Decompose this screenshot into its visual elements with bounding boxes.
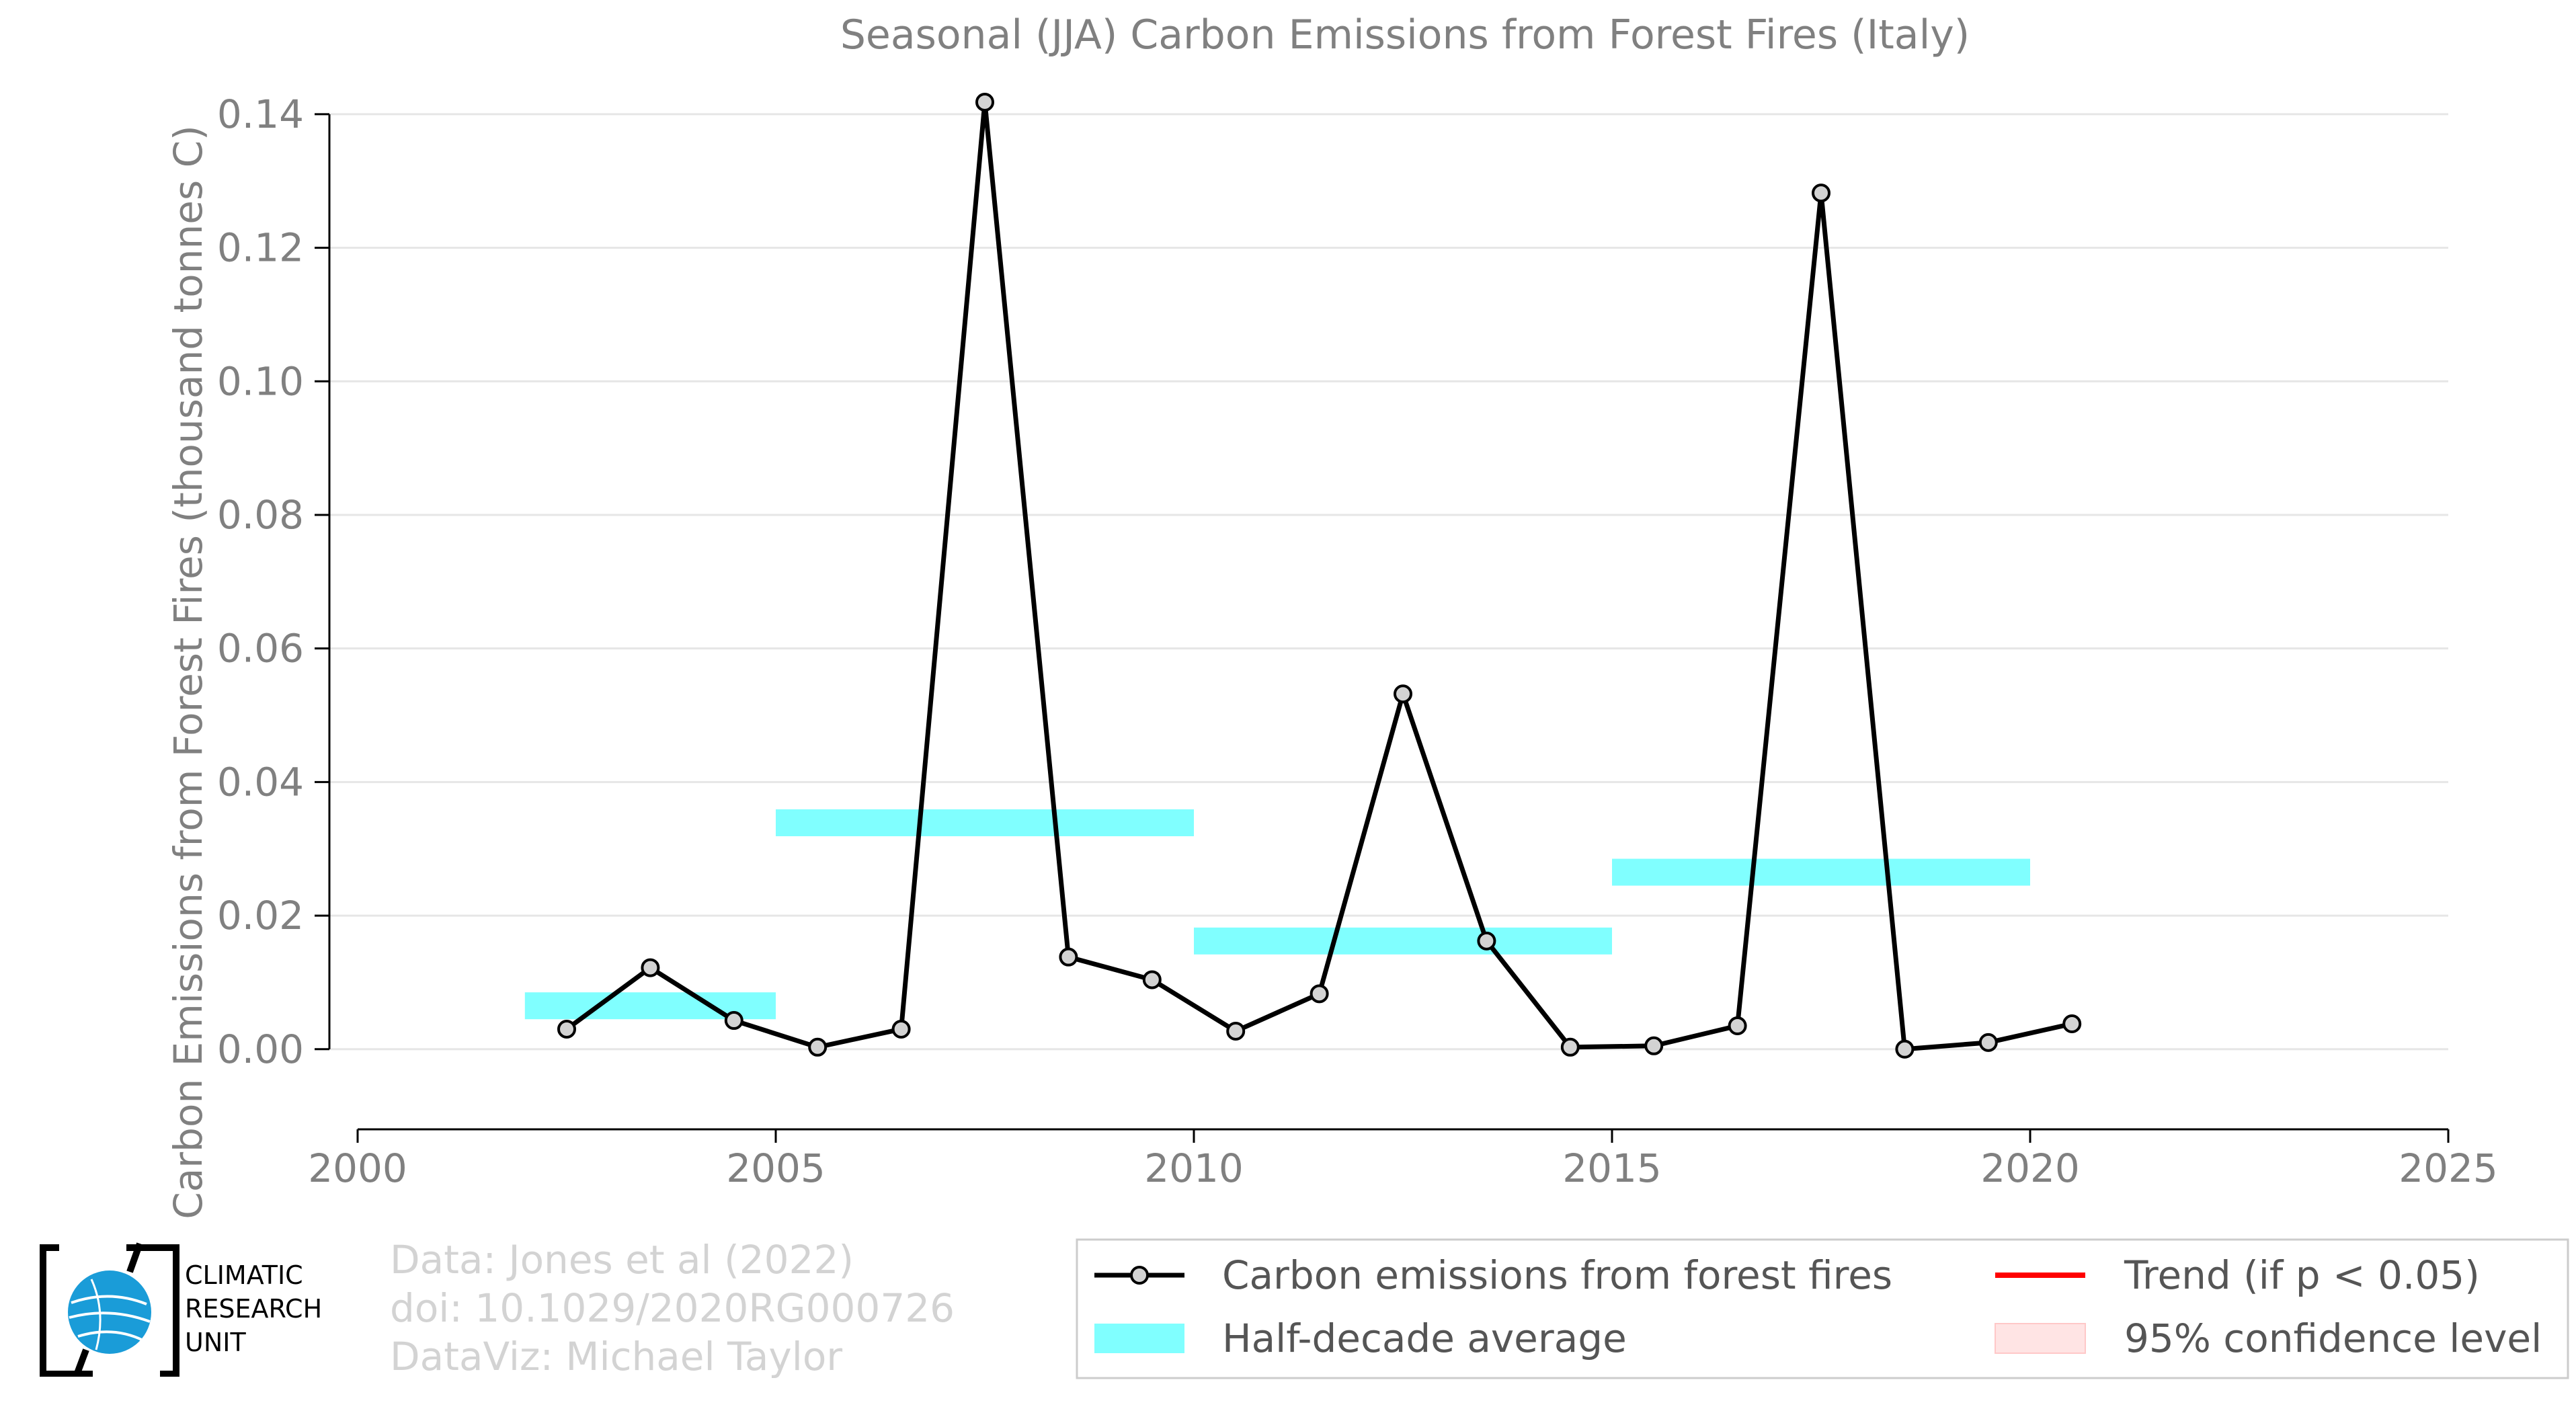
x-tick-label: 2005 (726, 1145, 826, 1191)
credit-doi: doi: 10.1029/2020RG000726 (390, 1285, 955, 1331)
legend-label: 95% confidence level (2124, 1316, 2542, 1361)
y-tick-label: 0.10 (217, 358, 304, 404)
x-tick-label: 2020 (1980, 1145, 2080, 1191)
data-point (1978, 1033, 1998, 1052)
credit-data: Data: Jones et al (2022) (390, 1237, 854, 1283)
legend-label: Carbon emissions from forest fires (1222, 1252, 1892, 1298)
y-axis-label: Carbon Emissions from Forest Fires (thou… (165, 125, 211, 1219)
data-point (1644, 1036, 1664, 1055)
x-tick-label: 2025 (2399, 1145, 2498, 1191)
globe-logo-icon (40, 1242, 179, 1378)
legend-box (1076, 1238, 2569, 1379)
x-tick-label: 2015 (1562, 1145, 1662, 1191)
legend-label: Half-decade average (1222, 1316, 1627, 1361)
data-point (1812, 184, 1830, 203)
credits: Data: Jones et al (2022) doi: 10.1029/20… (390, 1236, 955, 1381)
tick-labels: 0.00 0.02 0.04 0.06 0.08 0.10 0.12 0.14 2000 2005… (217, 91, 2498, 1191)
data-point (891, 1019, 911, 1039)
data-point (1310, 984, 1329, 1004)
data-point (641, 958, 660, 977)
cru-logo-text: CLIMATIC RESEARCH UNIT (185, 1258, 322, 1359)
data-point (1059, 947, 1078, 967)
axes (315, 113, 2450, 1143)
logo-line-1: CLIMATIC (185, 1260, 303, 1290)
y-tick-label: 0.00 (217, 1026, 304, 1072)
half-decade-average-bar (1612, 858, 2030, 886)
data-point (2062, 1014, 2082, 1034)
half-decade-average-layer (524, 809, 2030, 1020)
series-line (565, 102, 2072, 1052)
data-point (1560, 1037, 1580, 1057)
y-tick-label: 0.02 (217, 893, 304, 938)
data-point (557, 1019, 576, 1039)
half-decade-average-bar (776, 809, 1194, 836)
gridlines (329, 113, 2448, 1051)
data-point (1226, 1021, 1246, 1041)
data-point (724, 1011, 743, 1031)
cru-logo (39, 1242, 180, 1378)
data-point (1728, 1016, 1747, 1036)
data-point (1394, 684, 1412, 704)
logo-line-2: RESEARCH (185, 1294, 323, 1324)
legend-swatch-marker (1130, 1266, 1149, 1285)
y-tick-label: 0.06 (217, 626, 304, 672)
legend-swatch-patch (1995, 1323, 2086, 1354)
half-decade-average-bar (1194, 927, 1612, 955)
legend-label: Trend (if p < 0.05) (2124, 1252, 2480, 1298)
data-point (808, 1037, 828, 1057)
series-layer (557, 92, 2082, 1059)
chart-title: Seasonal (JJA) Carbon Emissions from For… (840, 11, 1970, 58)
logo-line-3: UNIT (185, 1328, 246, 1357)
x-tick-label: 2010 (1144, 1145, 1244, 1191)
legend-swatch-patch (1094, 1324, 1184, 1353)
credit-dataviz: DataViz: Michael Taylor (390, 1334, 843, 1379)
data-point (1477, 931, 1496, 951)
data-point (1895, 1039, 1915, 1059)
x-tick-label: 2000 (308, 1145, 407, 1191)
data-point (975, 92, 994, 112)
y-tick-label: 0.14 (217, 91, 304, 137)
y-tick-label: 0.12 (217, 225, 304, 271)
y-tick-label: 0.08 (217, 492, 304, 538)
y-tick-label: 0.04 (217, 759, 304, 805)
legend: Carbon emissions from forest fires Trend … (1076, 1238, 2569, 1379)
data-point (1142, 970, 1162, 990)
